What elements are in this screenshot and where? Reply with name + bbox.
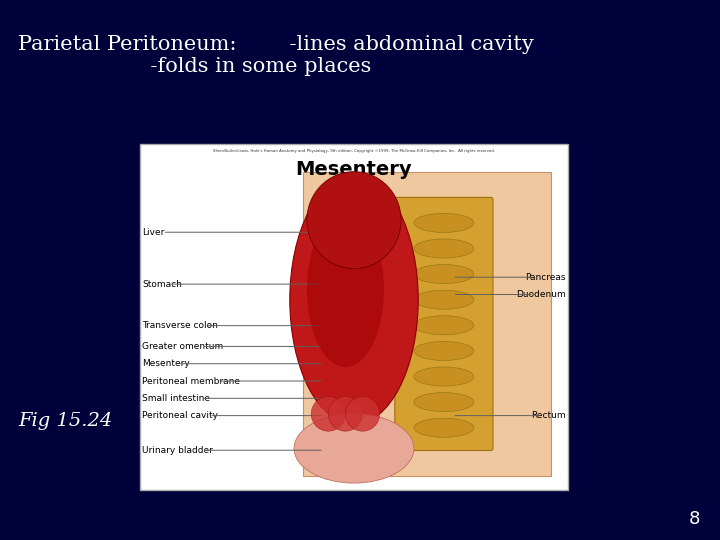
Ellipse shape — [414, 265, 474, 284]
Text: Mesentery: Mesentery — [296, 160, 413, 179]
Text: Fig 15.24: Fig 15.24 — [18, 412, 112, 430]
Text: Urinary bladder: Urinary bladder — [142, 446, 213, 455]
Text: Parietal Peritoneum:        -lines abdominal cavity: Parietal Peritoneum: -lines abdominal ca… — [18, 35, 534, 54]
Ellipse shape — [346, 396, 379, 431]
FancyBboxPatch shape — [395, 197, 493, 450]
Text: 8: 8 — [688, 510, 700, 528]
Ellipse shape — [414, 239, 474, 258]
Ellipse shape — [294, 414, 414, 483]
Ellipse shape — [414, 341, 474, 360]
Ellipse shape — [307, 172, 401, 268]
Text: Stomach: Stomach — [142, 280, 182, 288]
Text: Greater omentum: Greater omentum — [142, 342, 223, 351]
Ellipse shape — [414, 367, 474, 386]
Ellipse shape — [414, 316, 474, 335]
Ellipse shape — [414, 290, 474, 309]
Text: -folds in some places: -folds in some places — [18, 57, 372, 76]
Text: Pancreas: Pancreas — [526, 273, 566, 282]
Text: Shier/Butler/Lewis, Hole's Human Anatomy and Physiology, 9th edition, Copyright : Shier/Butler/Lewis, Hole's Human Anatomy… — [213, 149, 495, 153]
Bar — [302, 172, 551, 476]
Text: Small intestine: Small intestine — [142, 394, 210, 403]
Ellipse shape — [414, 393, 474, 411]
Text: Transverse colon: Transverse colon — [142, 321, 218, 330]
Text: Rectum: Rectum — [531, 411, 566, 420]
Ellipse shape — [328, 396, 363, 431]
Text: Peritoneal cavity: Peritoneal cavity — [142, 411, 218, 420]
Text: Liver: Liver — [142, 228, 164, 237]
Ellipse shape — [311, 396, 346, 431]
Ellipse shape — [414, 418, 474, 437]
Bar — [140, 144, 568, 490]
Ellipse shape — [289, 175, 418, 424]
Ellipse shape — [414, 213, 474, 232]
Ellipse shape — [307, 212, 384, 367]
Text: Mesentery: Mesentery — [142, 359, 190, 368]
Text: Duodenum: Duodenum — [516, 290, 566, 299]
Text: Peritoneal membrane: Peritoneal membrane — [142, 376, 240, 386]
